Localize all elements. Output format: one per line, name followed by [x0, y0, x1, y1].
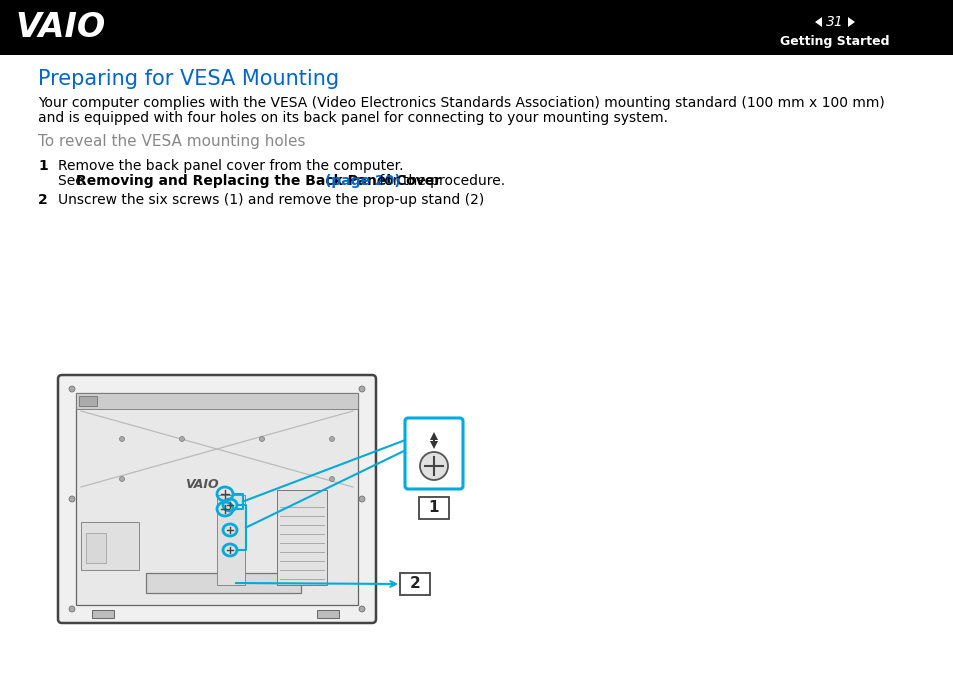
Bar	[216, 495, 245, 585]
FancyBboxPatch shape	[405, 418, 462, 489]
Text: See: See	[58, 174, 88, 188]
Bar	[81, 522, 139, 570]
Circle shape	[259, 437, 264, 441]
Text: (page 20): (page 20)	[324, 174, 400, 188]
Text: Getting Started: Getting Started	[780, 35, 889, 48]
Polygon shape	[430, 441, 437, 449]
Bar	[76, 393, 357, 409]
Text: Remove the back panel cover from the computer.: Remove the back panel cover from the com…	[58, 159, 403, 173]
Circle shape	[329, 437, 335, 441]
Circle shape	[69, 606, 75, 612]
Circle shape	[69, 496, 75, 502]
Circle shape	[119, 437, 125, 441]
Bar	[316, 610, 338, 618]
Bar	[79, 396, 97, 406]
Text: To reveal the VESA mounting holes: To reveal the VESA mounting holes	[38, 134, 305, 149]
Circle shape	[358, 496, 365, 502]
Circle shape	[179, 437, 184, 441]
Text: 1: 1	[38, 159, 48, 173]
Circle shape	[419, 452, 448, 480]
FancyBboxPatch shape	[58, 375, 375, 623]
Circle shape	[329, 477, 335, 481]
Bar	[76, 393, 357, 605]
FancyBboxPatch shape	[399, 573, 430, 595]
Circle shape	[119, 477, 125, 481]
Text: VAIO: VAIO	[15, 11, 105, 44]
Text: Your computer complies with the VESA (Video Electronics Standards Association) m: Your computer complies with the VESA (Vi…	[38, 96, 883, 110]
Text: VAIO: VAIO	[185, 477, 218, 491]
Text: 2: 2	[38, 193, 48, 207]
Circle shape	[69, 386, 75, 392]
Text: 31: 31	[825, 15, 843, 29]
FancyBboxPatch shape	[418, 497, 449, 519]
Polygon shape	[430, 432, 437, 440]
Text: Removing and Replacing the Back Panel Cover: Removing and Replacing the Back Panel Co…	[76, 174, 446, 188]
Text: 2: 2	[409, 576, 420, 592]
Bar	[146, 573, 301, 593]
Bar	[86, 533, 106, 563]
Bar	[0, 0, 953, 55]
Polygon shape	[814, 17, 821, 27]
Text: for the procedure.: for the procedure.	[375, 174, 505, 188]
Bar	[276, 490, 327, 585]
Text: Unscrew the six screws (1) and remove the prop-up stand (2): Unscrew the six screws (1) and remove th…	[58, 193, 484, 207]
Polygon shape	[847, 17, 854, 27]
Text: 1: 1	[428, 501, 438, 516]
Bar	[91, 610, 113, 618]
Text: Preparing for VESA Mounting: Preparing for VESA Mounting	[38, 69, 338, 89]
Circle shape	[358, 606, 365, 612]
Circle shape	[358, 386, 365, 392]
Text: and is equipped with four holes on its back panel for connecting to your mountin: and is equipped with four holes on its b…	[38, 111, 667, 125]
